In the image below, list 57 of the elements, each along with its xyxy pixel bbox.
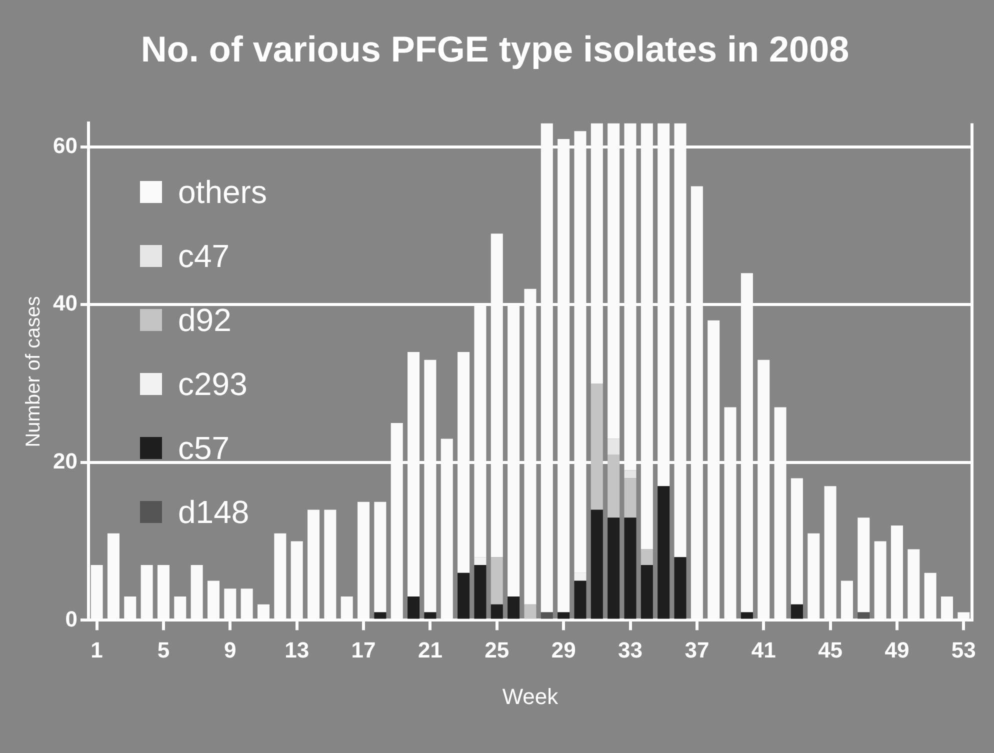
bar <box>740 612 753 619</box>
bar <box>474 564 486 619</box>
bar <box>540 612 553 619</box>
bar <box>790 478 803 604</box>
bar <box>608 438 620 455</box>
chart-title: No. of various PFGE type isolates in 2008 <box>140 28 850 70</box>
x-tick-label: 41 <box>751 637 776 662</box>
bar <box>790 604 803 619</box>
bar <box>658 486 670 619</box>
bar <box>490 604 503 619</box>
legend-label: c47 <box>178 238 230 274</box>
bar <box>608 454 620 518</box>
bar <box>374 502 386 612</box>
x-tick-label: 17 <box>351 637 376 662</box>
x-tick-label: 21 <box>418 637 442 662</box>
bar <box>640 564 653 619</box>
bar <box>490 557 503 604</box>
bar <box>590 510 603 619</box>
bar <box>508 596 520 619</box>
x-tick-label: 9 <box>224 637 236 662</box>
bar <box>374 612 386 619</box>
y-tick-label: 20 <box>52 448 78 474</box>
x-tick-label: 5 <box>157 637 170 662</box>
x-tick-label: 53 <box>951 637 976 662</box>
y-axis-title: Number of cases <box>22 296 45 448</box>
bar <box>458 572 470 619</box>
bar <box>524 604 536 619</box>
bar <box>624 478 636 518</box>
bar <box>408 596 420 619</box>
bar <box>674 557 686 619</box>
x-tick-label: 45 <box>818 637 843 662</box>
legend-label: others <box>178 174 267 210</box>
bar <box>640 549 653 565</box>
y-tick-label: 0 <box>65 606 78 632</box>
bar <box>858 518 870 612</box>
x-tick-label: 25 <box>484 637 510 662</box>
x-tick-label: 49 <box>884 637 910 662</box>
x-tick-label: 29 <box>551 637 576 662</box>
bar <box>608 518 620 619</box>
bar <box>624 470 636 478</box>
y-tick-label: 40 <box>52 290 78 316</box>
x-tick-label: 33 <box>618 637 642 662</box>
legend-label: d148 <box>178 494 250 530</box>
bar <box>858 612 870 619</box>
bar <box>590 384 603 510</box>
legend-label: c293 <box>178 366 248 402</box>
x-tick-label: 13 <box>284 637 310 662</box>
x-axis-title: Week <box>502 684 560 709</box>
bar <box>624 518 636 619</box>
legend-label: d92 <box>178 302 232 338</box>
legend-label: c57 <box>178 430 230 466</box>
bar <box>574 580 586 619</box>
bar <box>424 612 436 619</box>
bar <box>558 612 570 619</box>
x-tick-label: 37 <box>684 637 710 662</box>
y-tick-label: 60 <box>52 132 78 158</box>
x-tick-label: 1 <box>90 637 103 662</box>
